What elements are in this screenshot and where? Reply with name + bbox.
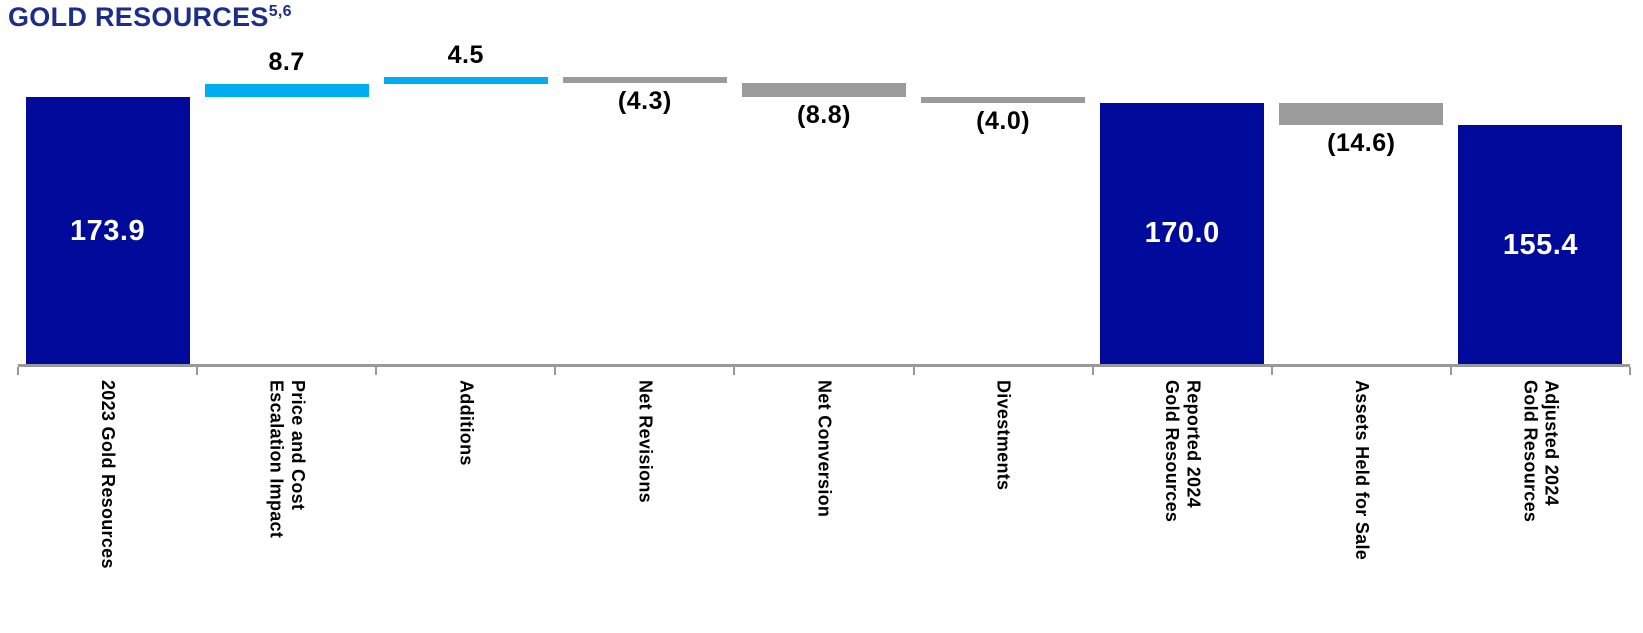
- category-label-2023-gold-resources: 2023 Gold Resources: [18, 380, 197, 615]
- waterfall-bar-price-and-cost-escalation-impact: [204, 83, 369, 97]
- waterfall-bar-net-conversion: [742, 83, 906, 97]
- waterfall-bar-2023-gold-resources: [25, 97, 190, 364]
- category-label-adjusted-2024-gold-resources: Adjusted 2024 Gold Resources: [1451, 380, 1630, 615]
- category-label-text: Additions: [456, 380, 477, 466]
- category-label-net-conversion: Net Conversion: [734, 380, 913, 615]
- x-axis-tick: [375, 367, 378, 375]
- waterfall-bar-reported-2024-gold-resources: [1100, 102, 1265, 364]
- category-label-divestments: Divestments: [914, 380, 1093, 615]
- x-axis-tick: [1629, 367, 1631, 375]
- category-label-text: Net Revisions: [635, 380, 656, 503]
- category-label-text: Reported 2024 Gold Resources: [1162, 380, 1204, 523]
- x-axis-tick: [196, 367, 199, 375]
- value-label-price-and-cost-escalation-impact: 8.7: [268, 47, 305, 76]
- waterfall-bar-assets-held-for-sale: [1279, 102, 1444, 126]
- x-axis-tick: [1270, 367, 1273, 375]
- x-axis-tick: [1449, 367, 1452, 375]
- value-label-net-revisions: (4.3): [617, 87, 672, 116]
- category-label-text: Net Conversion: [814, 380, 835, 518]
- category-label-price-and-cost-escalation-impact: Price and Cost Escalation Impact: [197, 380, 376, 615]
- value-label-2023-gold-resources: 173.9: [70, 214, 146, 247]
- x-axis-line: [18, 364, 1630, 367]
- category-label-net-revisions: Net Revisions: [555, 380, 734, 615]
- value-label-assets-held-for-sale: (14.6): [1327, 129, 1396, 158]
- x-axis-tick: [733, 367, 736, 375]
- category-label-text: Adjusted 2024 Gold Resources: [1520, 380, 1562, 523]
- x-axis-tick: [554, 367, 557, 375]
- waterfall-bar-additions: [383, 76, 548, 84]
- category-label-text: Assets Held for Sale: [1351, 380, 1372, 561]
- value-label-net-conversion: (8.8): [797, 100, 851, 129]
- value-label-adjusted-2024-gold-resources: 155.4: [1502, 228, 1578, 261]
- value-label-additions: 4.5: [447, 40, 484, 69]
- value-label-reported-2024-gold-resources: 170.0: [1144, 217, 1220, 250]
- chart-title-footnote-reference: 5,6: [268, 3, 292, 20]
- waterfall-bar-net-revisions: [562, 76, 727, 84]
- category-label-additions: Additions: [376, 380, 555, 615]
- category-label-text: Divestments: [993, 380, 1014, 491]
- category-label-text: 2023 Gold Resources: [98, 380, 119, 569]
- category-label-text: Price and Cost Escalation Impact: [266, 380, 308, 539]
- category-label-reported-2024-gold-resources: Reported 2024 Gold Resources: [1093, 380, 1272, 615]
- waterfall-bar-adjusted-2024-gold-resources: [1458, 125, 1623, 364]
- chart-title-text: GOLD RESOURCES: [8, 2, 269, 32]
- value-label-divestments: (4.0): [976, 106, 1031, 135]
- chart-title: GOLD RESOURCES5,6: [8, 2, 292, 33]
- x-axis-tick: [1091, 367, 1094, 375]
- waterfall-bar-divestments: [921, 96, 1086, 103]
- category-label-assets-held-for-sale: Assets Held for Sale: [1272, 380, 1451, 615]
- x-axis-tick: [17, 367, 19, 375]
- x-axis-tick: [912, 367, 915, 375]
